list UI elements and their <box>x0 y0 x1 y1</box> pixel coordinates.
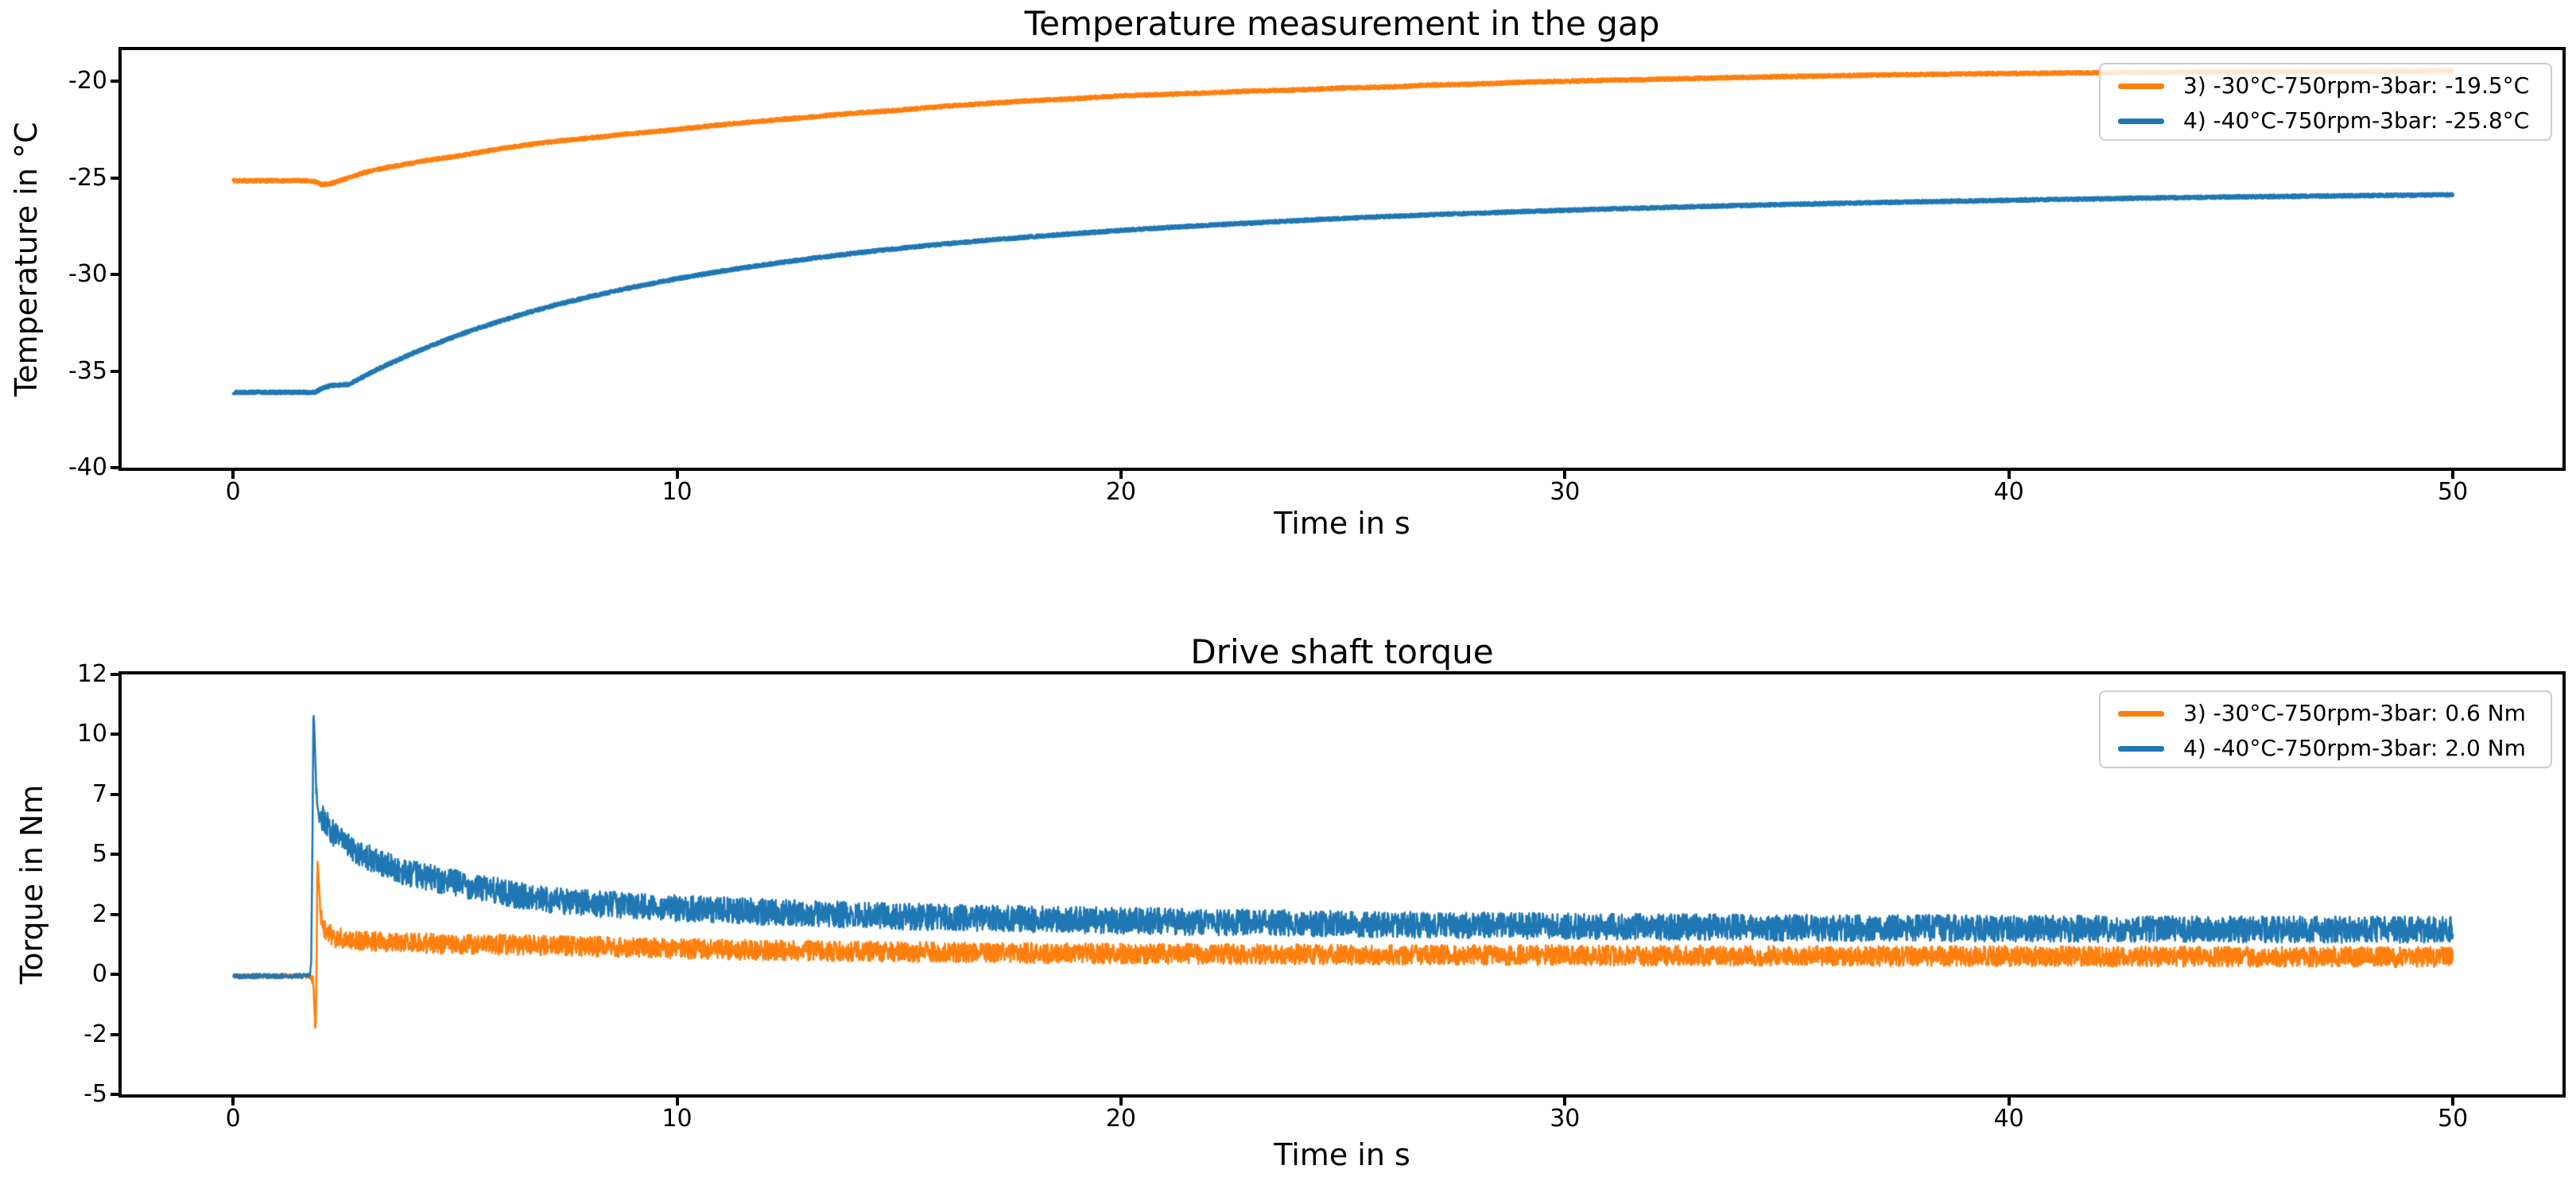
chart-title: Temperature measurement in the gap <box>1024 4 1660 43</box>
y-tick-mark <box>111 176 122 180</box>
legend: 3) -30°C-750rpm-3bar: 0.6 Nm 4) -40°C-75… <box>2099 690 2552 768</box>
x-tick-mark <box>1119 468 1123 479</box>
y-tick-label: -40 <box>68 453 107 481</box>
y-tick-mark <box>111 80 122 84</box>
x-tick-mark <box>2451 468 2455 479</box>
y-tick-label: -30 <box>68 260 107 289</box>
y-tick-label: 10 <box>76 720 107 748</box>
plot-area <box>118 47 2566 471</box>
legend-line-swatch-orange <box>2118 83 2164 89</box>
y-tick-mark <box>111 912 122 916</box>
legend-line-swatch-blue <box>2118 745 2164 752</box>
x-tick-label: 40 <box>1993 1105 2024 1133</box>
legend-label: 4) -40°C-750rpm-3bar: -25.8°C <box>2183 107 2530 134</box>
y-tick-label: 12 <box>76 660 107 688</box>
y-tick-mark <box>111 1093 122 1096</box>
x-tick-label: 10 <box>661 478 692 506</box>
x-tick-label: 40 <box>1993 478 2024 506</box>
legend-label: 3) -30°C-750rpm-3bar: 0.6 Nm <box>2183 700 2526 726</box>
legend-line-swatch-blue <box>2118 118 2164 124</box>
legend-entry: 4) -40°C-750rpm-3bar: -25.8°C <box>2101 103 2551 138</box>
y-tick-mark <box>111 466 122 469</box>
x-tick-mark <box>1563 468 1567 479</box>
x-tick-label: 20 <box>1105 478 1137 506</box>
y-tick-label: 2 <box>91 900 107 928</box>
plot-area <box>118 671 2566 1098</box>
legend-entry: 3) -30°C-750rpm-3bar: 0.6 Nm <box>2101 696 2551 731</box>
x-tick-mark <box>231 468 235 479</box>
x-tick-mark <box>675 1094 679 1106</box>
y-tick-label: 5 <box>91 840 107 869</box>
y-tick-mark <box>111 369 122 373</box>
x-tick-mark <box>1119 1094 1123 1106</box>
y-tick-mark <box>111 733 122 736</box>
x-tick-label: 50 <box>2437 1105 2469 1133</box>
x-tick-mark <box>231 1094 235 1106</box>
legend: 3) -30°C-750rpm-3bar: -19.5°C 4) -40°C-7… <box>2099 63 2552 141</box>
x-tick-mark <box>2007 1094 2011 1106</box>
y-tick-label: -5 <box>83 1080 107 1108</box>
y-tick-label: -35 <box>68 356 107 385</box>
x-tick-label: 20 <box>1105 1105 1137 1133</box>
y-tick-label: -2 <box>83 1020 107 1048</box>
y-tick-label: -25 <box>68 163 107 192</box>
y-tick-label: -20 <box>68 67 107 95</box>
y-tick-mark <box>111 792 122 796</box>
x-tick-label: 50 <box>2437 478 2469 506</box>
legend-line-swatch-orange <box>2118 710 2164 717</box>
y-tick-mark <box>111 1032 122 1036</box>
x-tick-mark <box>1563 1094 1567 1106</box>
x-tick-mark <box>2451 1094 2455 1106</box>
chart-title: Drive shaft torque <box>1190 632 1494 671</box>
x-tick-label: 0 <box>225 1105 241 1133</box>
x-tick-mark <box>2007 468 2011 479</box>
y-tick-mark <box>111 853 122 857</box>
y-axis-label: Torque in Nm <box>14 784 49 985</box>
x-tick-label: 30 <box>1550 478 1581 506</box>
legend-label: 4) -40°C-750rpm-3bar: 2.0 Nm <box>2183 735 2526 761</box>
x-axis-label: Time in s <box>1274 1137 1410 1172</box>
legend-entry: 3) -30°C-750rpm-3bar: -19.5°C <box>2101 68 2551 103</box>
y-tick-mark <box>111 673 122 676</box>
x-tick-label: 0 <box>225 478 241 506</box>
x-tick-mark <box>675 468 679 479</box>
legend-label: 3) -30°C-750rpm-3bar: -19.5°C <box>2183 72 2530 99</box>
y-tick-label: 0 <box>91 960 107 989</box>
x-axis-label: Time in s <box>1274 506 1410 541</box>
x-tick-label: 30 <box>1550 1105 1581 1133</box>
y-tick-mark <box>111 973 122 977</box>
x-tick-label: 10 <box>661 1105 692 1133</box>
legend-entry: 4) -40°C-750rpm-3bar: 2.0 Nm <box>2101 731 2551 766</box>
y-tick-mark <box>111 273 122 277</box>
y-tick-label: 7 <box>91 779 107 808</box>
